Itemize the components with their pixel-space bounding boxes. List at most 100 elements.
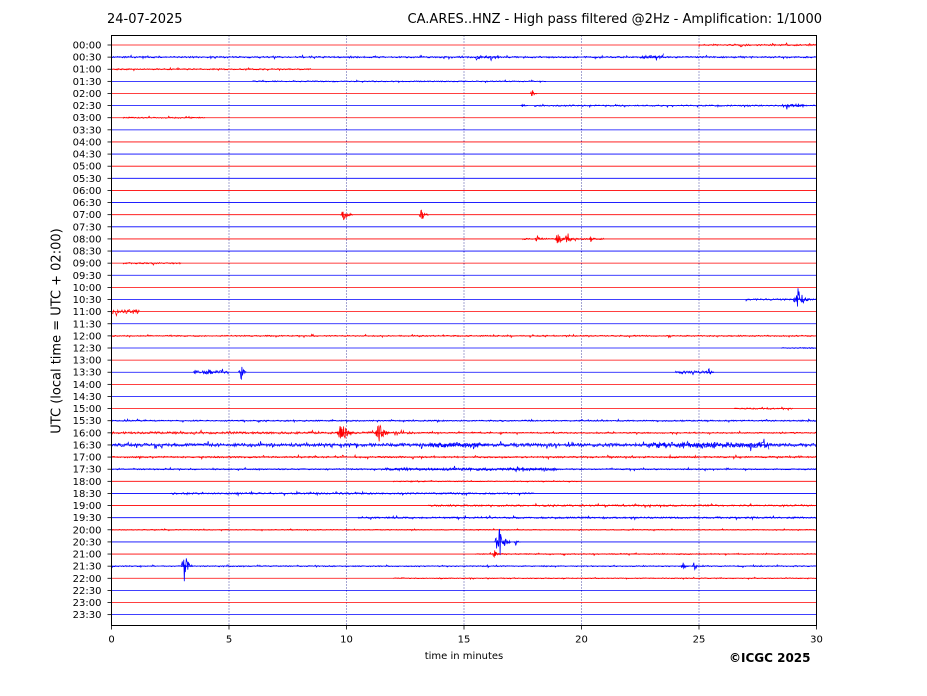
y-tick-label: 06:30 — [73, 198, 102, 209]
x-tick-label: 5 — [226, 635, 232, 646]
trace-event — [336, 426, 354, 439]
x-tick-label: 30 — [810, 635, 823, 646]
trace-event — [529, 90, 538, 97]
x-axis-label: time in minutes — [424, 651, 504, 662]
trace-noise — [111, 333, 817, 339]
y-tick-label: 22:00 — [73, 574, 102, 585]
trace-noise — [381, 465, 558, 473]
trace-noise — [534, 103, 816, 109]
trace-noise — [122, 261, 182, 266]
trace-noise — [475, 54, 500, 62]
trace-noise — [111, 66, 312, 72]
trace-noise — [780, 346, 817, 350]
y-tick-label: 10:00 — [73, 283, 102, 294]
y-tick-label: 14:30 — [73, 392, 102, 403]
y-tick-label: 07:00 — [73, 210, 102, 221]
trace-event — [180, 558, 193, 582]
y-tick-label: 04:00 — [73, 137, 102, 148]
trace-event — [418, 209, 429, 219]
trace-noise — [416, 430, 817, 436]
y-tick-label: 19:30 — [73, 513, 102, 524]
x-tick-label: 10 — [340, 635, 353, 646]
y-tick-label: 17:00 — [73, 453, 102, 464]
y-tick-label: 19:00 — [73, 501, 102, 512]
y-tick-label: 05:00 — [73, 162, 102, 173]
y-tick-label: 16:00 — [73, 428, 102, 439]
y-tick-label: 16:30 — [73, 440, 102, 451]
trace-noise — [111, 453, 817, 461]
y-tick-label: 03:00 — [73, 113, 102, 124]
x-tick-label: 25 — [693, 635, 706, 646]
trace-event — [238, 366, 247, 381]
trace-noise — [393, 576, 817, 580]
trace-event — [554, 234, 565, 244]
trace-event — [494, 528, 511, 556]
y-tick-label: 12:30 — [73, 344, 102, 355]
y-tick-label: 21:00 — [73, 550, 102, 561]
trace-event — [792, 288, 810, 307]
trace-event — [374, 424, 391, 442]
y-tick-label: 11:00 — [73, 307, 102, 318]
y-tick-label: 20:30 — [73, 537, 102, 548]
y-tick-label: 06:00 — [73, 186, 102, 197]
y-tick-label: 03:30 — [73, 125, 102, 136]
trace-event — [491, 550, 501, 559]
y-tick-label: 13:30 — [73, 368, 102, 379]
trace-noise — [780, 103, 805, 110]
trace-noise — [639, 53, 664, 61]
trace-noise — [111, 418, 817, 424]
trace-noise — [651, 438, 770, 452]
y-tick-label: 01:30 — [73, 77, 102, 88]
y-tick-label: 11:30 — [73, 319, 102, 330]
y-axis: 00:0000:3001:0001:3002:0002:3003:0003:30… — [73, 41, 112, 621]
y-tick-label: 05:30 — [73, 174, 102, 185]
y-tick-label: 00:00 — [73, 41, 102, 52]
y-tick-label: 18:00 — [73, 477, 102, 488]
y-tick-label: 12:00 — [73, 331, 102, 342]
plot-frame — [111, 35, 817, 626]
trace-event — [340, 211, 353, 221]
trace-noise — [428, 502, 816, 509]
chart-title: CA.ARES..HNZ - High pass filtered @2Hz -… — [407, 12, 822, 27]
trace-noise — [252, 79, 546, 84]
trace-noise — [475, 552, 817, 557]
trace-noise — [393, 479, 582, 483]
x-axis: 0 5 10 15 20 25 30 — [108, 625, 823, 646]
grid-lines — [228, 35, 700, 626]
trace-event — [691, 562, 700, 571]
y-tick-label: 21:30 — [73, 562, 102, 573]
y-tick-label: 00:30 — [73, 53, 102, 64]
trace-event — [680, 562, 689, 570]
trace-event — [588, 235, 597, 243]
trace-noise — [357, 514, 817, 521]
trace-noise — [111, 308, 140, 318]
trace-noise — [111, 528, 817, 532]
trace-event — [520, 103, 528, 108]
y-tick-label: 07:30 — [73, 222, 102, 233]
y-tick-label: 14:00 — [73, 380, 102, 391]
trace-noise — [122, 115, 206, 120]
y-tick-label: 09:00 — [73, 259, 102, 270]
y-tick-label: 10:30 — [73, 295, 102, 306]
y-tick-label: 20:00 — [73, 525, 102, 536]
copyright-label: ©ICGC 2025 — [729, 651, 811, 665]
y-tick-label: 13:00 — [73, 356, 102, 367]
trace-noise — [428, 442, 488, 450]
y-tick-label: 08:30 — [73, 247, 102, 258]
trace-noise — [111, 428, 417, 437]
y-tick-label: 22:30 — [73, 586, 102, 597]
x-tick-label: 0 — [108, 635, 114, 646]
trace-noise — [111, 441, 817, 450]
y-tick-label: 23:00 — [73, 598, 102, 609]
y-tick-label: 15:30 — [73, 416, 102, 427]
y-tick-label: 02:30 — [73, 101, 102, 112]
y-tick-label: 15:00 — [73, 404, 102, 415]
y-tick-label: 23:30 — [73, 610, 102, 621]
y-tick-label: 04:30 — [73, 150, 102, 161]
trace-event — [204, 369, 217, 375]
trace-noise — [675, 370, 711, 376]
trace-noise — [698, 42, 817, 48]
y-tick-label: 09:30 — [73, 271, 102, 282]
trace-noise — [169, 490, 535, 497]
